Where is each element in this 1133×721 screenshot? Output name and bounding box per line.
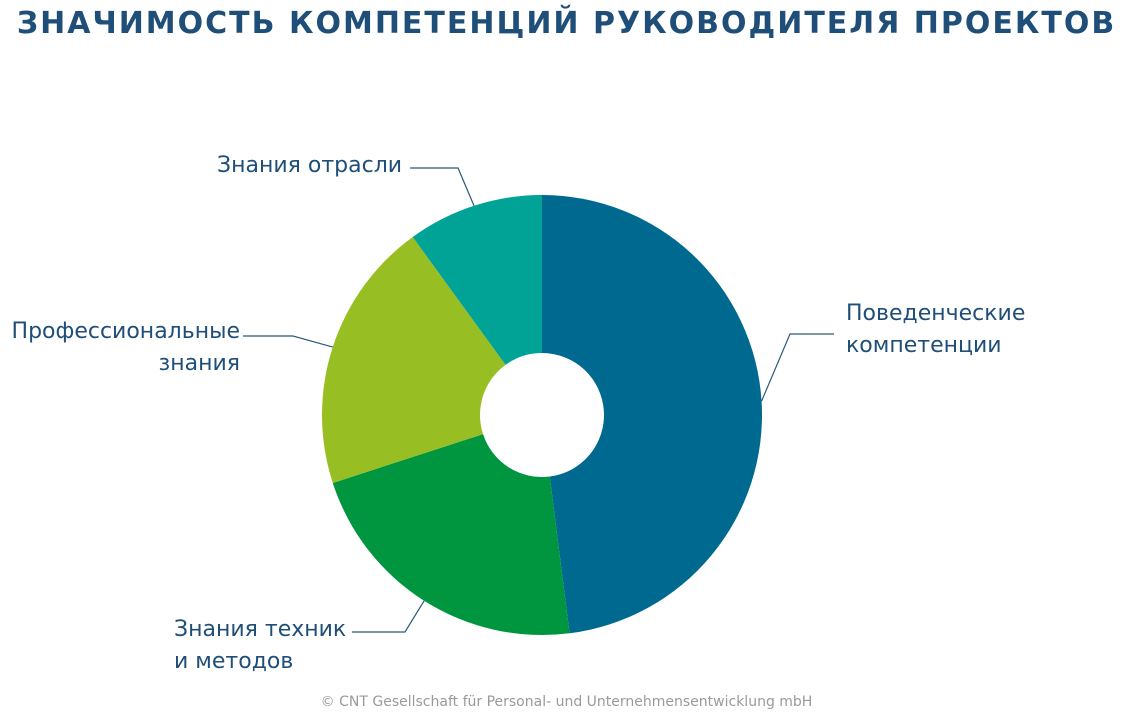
slice-techniques — [332, 434, 570, 635]
leader-industry — [410, 167, 475, 207]
copyright-notice: © CNT Gesellschaft für Personal- und Unt… — [320, 694, 813, 710]
leader-techniques — [352, 600, 425, 633]
label-professional-knowledge: Профессиональные знания — [4, 316, 240, 380]
label-techniques-methods: Знания техник и методов — [174, 614, 346, 678]
label-behavioral-competencies: Поведенческие компетенции — [846, 298, 1025, 362]
label-professional-line-1: Профессиональные — [11, 319, 240, 344]
label-industry-line-1: Знания отрасли — [217, 153, 403, 178]
label-behavioral-line-1: Поведенческие — [846, 301, 1026, 326]
label-techniques-line-1: Знания техник — [174, 617, 347, 642]
donut-slices — [322, 195, 762, 635]
chart-title: ЗНАЧИМОСТЬ КОМПЕТЕНЦИЙ РУКОВОДИТЕЛЯ ПРОЕ… — [16, 6, 1117, 41]
slice-professional — [322, 237, 506, 483]
slice-behavioral — [542, 195, 762, 634]
label-behavioral-line-2: компетенции — [846, 333, 1002, 358]
leader-lines — [243, 167, 834, 633]
label-professional-line-2: знания — [158, 351, 240, 376]
label-industry-knowledge: Знания отрасли — [217, 150, 402, 182]
leader-professional — [243, 335, 333, 348]
slice-industry — [412, 195, 542, 365]
label-techniques-line-2: и методов — [174, 649, 294, 674]
leader-behavioral — [761, 333, 834, 402]
